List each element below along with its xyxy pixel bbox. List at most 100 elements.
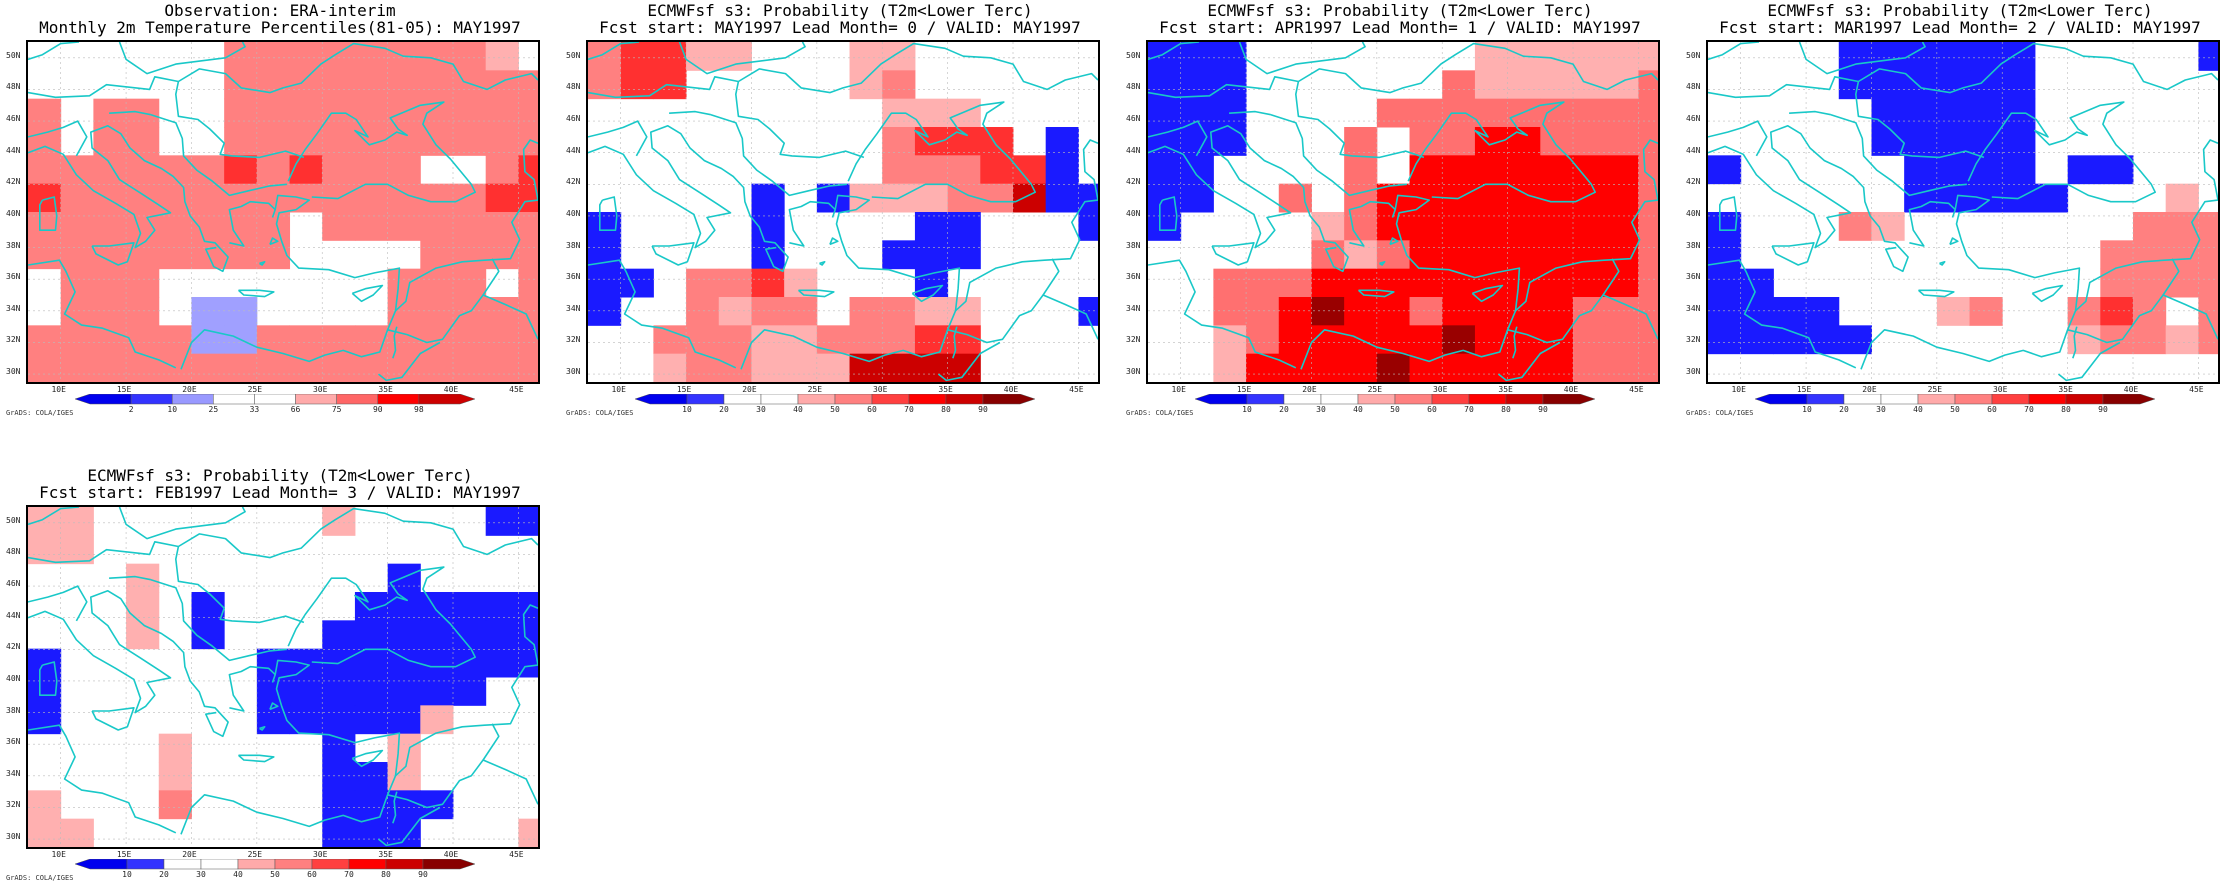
colorbar-swatch <box>1246 394 1285 405</box>
grid-cell <box>1573 127 1607 156</box>
grid-cell <box>1871 212 1905 241</box>
lon-tick-label: 20E <box>182 385 197 394</box>
map-canvas <box>28 507 538 847</box>
colorbar-label: 80 <box>941 405 951 414</box>
grid-cell <box>1409 155 1443 185</box>
grid-cell <box>2100 240 2134 270</box>
grid-cell <box>1540 70 1574 100</box>
colorbar-swatch <box>871 394 910 405</box>
grid-cell <box>1442 353 1476 382</box>
coastline <box>91 242 135 266</box>
grid-cell <box>387 70 421 100</box>
grid-cell <box>1409 98 1443 128</box>
grid-cell <box>322 620 356 650</box>
lat-tick-label: 44N <box>1686 145 1701 155</box>
grid-cell <box>1474 155 1509 185</box>
colorbar-label: 90 <box>372 405 383 414</box>
coastline <box>392 791 398 824</box>
colorbar-swatch <box>1431 394 1470 405</box>
colorbar-label: 80 <box>1501 405 1511 414</box>
coastline <box>2057 341 2121 382</box>
coastline <box>175 81 305 159</box>
colorbar-label: 40 <box>1353 405 1363 414</box>
coastline <box>387 759 538 809</box>
map-canvas <box>1708 42 2218 382</box>
colorbar-swatch <box>2102 394 2155 405</box>
lon-tick-label: 30E <box>1992 385 2008 394</box>
grid-cell <box>1507 70 1541 100</box>
grid-cell <box>2100 155 2134 185</box>
lat-tick-label: 46N <box>1686 114 1701 124</box>
grid-cell <box>224 297 258 326</box>
lat-tick-label: 38N <box>6 240 21 250</box>
grid-cell <box>289 127 323 156</box>
grid-cell <box>751 268 785 298</box>
grid-cell <box>1507 155 1541 185</box>
grid-cell <box>1969 155 2003 185</box>
lon-tick-label: 35E <box>378 385 393 394</box>
grid-cell <box>1638 297 1658 326</box>
grid-cell <box>1904 42 1938 71</box>
grid-cell <box>2067 325 2101 355</box>
grid-cell <box>1638 240 1658 270</box>
grid-cell <box>1605 353 1639 382</box>
grid-cell <box>28 98 62 128</box>
colorbar-swatch <box>1320 394 1359 405</box>
grads-credit: GrADS: COLA/IGES <box>6 409 74 417</box>
coastline <box>1082 139 1098 201</box>
grid-cell <box>354 183 389 213</box>
colorbar-swatch <box>348 859 387 870</box>
grid-cell <box>289 325 323 355</box>
grid-cell <box>453 592 487 621</box>
colorbar-swatch <box>75 394 132 405</box>
coastline <box>259 726 266 731</box>
grid-cell <box>126 127 160 156</box>
grid-cell <box>256 42 291 71</box>
coastline <box>180 194 401 370</box>
grid-cell <box>1474 240 1509 270</box>
grid-cell <box>60 155 94 185</box>
lat-tick-label: 48N <box>6 547 21 557</box>
grid-cell <box>322 155 356 185</box>
coastline <box>678 42 806 75</box>
grid-cell <box>1638 212 1658 241</box>
coastline <box>819 261 826 266</box>
coastline <box>1379 261 1386 266</box>
grid-cell <box>849 325 883 355</box>
grid-cell <box>1474 325 1509 355</box>
grid-cell <box>1507 212 1541 241</box>
coastline <box>28 724 177 834</box>
grid-cell <box>1507 268 1541 298</box>
coastline <box>269 237 279 246</box>
lat-tick-label: 50N <box>6 50 21 60</box>
grid-cell <box>354 70 389 100</box>
coastline <box>2202 139 2218 201</box>
grid-cell <box>93 353 127 382</box>
map-panel-2: ECMWFsf s3: Probability (T2m<Lower Terc)… <box>560 0 1120 420</box>
grid-cell <box>518 325 538 355</box>
lon-tick-label: 10E <box>611 385 626 394</box>
coastline <box>1148 125 1349 273</box>
coastline <box>1229 110 1272 116</box>
grid-cell <box>1311 353 1345 382</box>
grid-cell <box>420 592 454 621</box>
grid-cell <box>485 183 519 213</box>
grid-cell <box>1540 42 1574 71</box>
coastline <box>1497 341 1561 382</box>
grid-cell <box>1474 127 1509 156</box>
coastline <box>952 326 958 359</box>
colorbar-label: 33 <box>249 405 260 414</box>
grid-cell <box>2165 183 2199 213</box>
grid-cell <box>1376 353 1411 382</box>
grid-cell <box>93 155 127 185</box>
grid-cell <box>1474 98 1509 128</box>
grid-cell <box>718 325 752 355</box>
lon-tick-label: 45E <box>1629 385 1644 394</box>
grid-cell <box>1605 127 1639 156</box>
colorbar-label: 30 <box>196 870 206 879</box>
grid-cell <box>882 155 916 185</box>
grid-cell <box>620 268 654 298</box>
colorbar-label: 30 <box>1876 405 1886 414</box>
grid-cell <box>224 353 258 382</box>
grid-cell <box>588 268 622 298</box>
